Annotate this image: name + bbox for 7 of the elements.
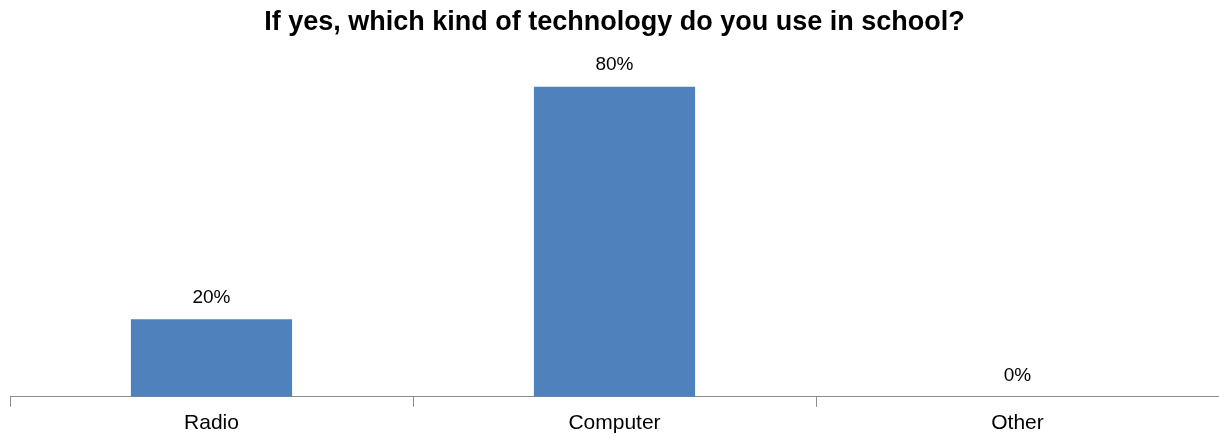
chart-title: If yes, which kind of technology do you use in school?	[264, 5, 965, 36]
x-tick-label: Radio	[184, 410, 239, 434]
data-label: 20%	[192, 285, 231, 307]
x-tick-label: Other	[991, 410, 1044, 434]
data-label: 80%	[595, 53, 634, 75]
x-tick-label: Computer	[568, 410, 661, 434]
data-label: 0%	[1003, 363, 1032, 385]
